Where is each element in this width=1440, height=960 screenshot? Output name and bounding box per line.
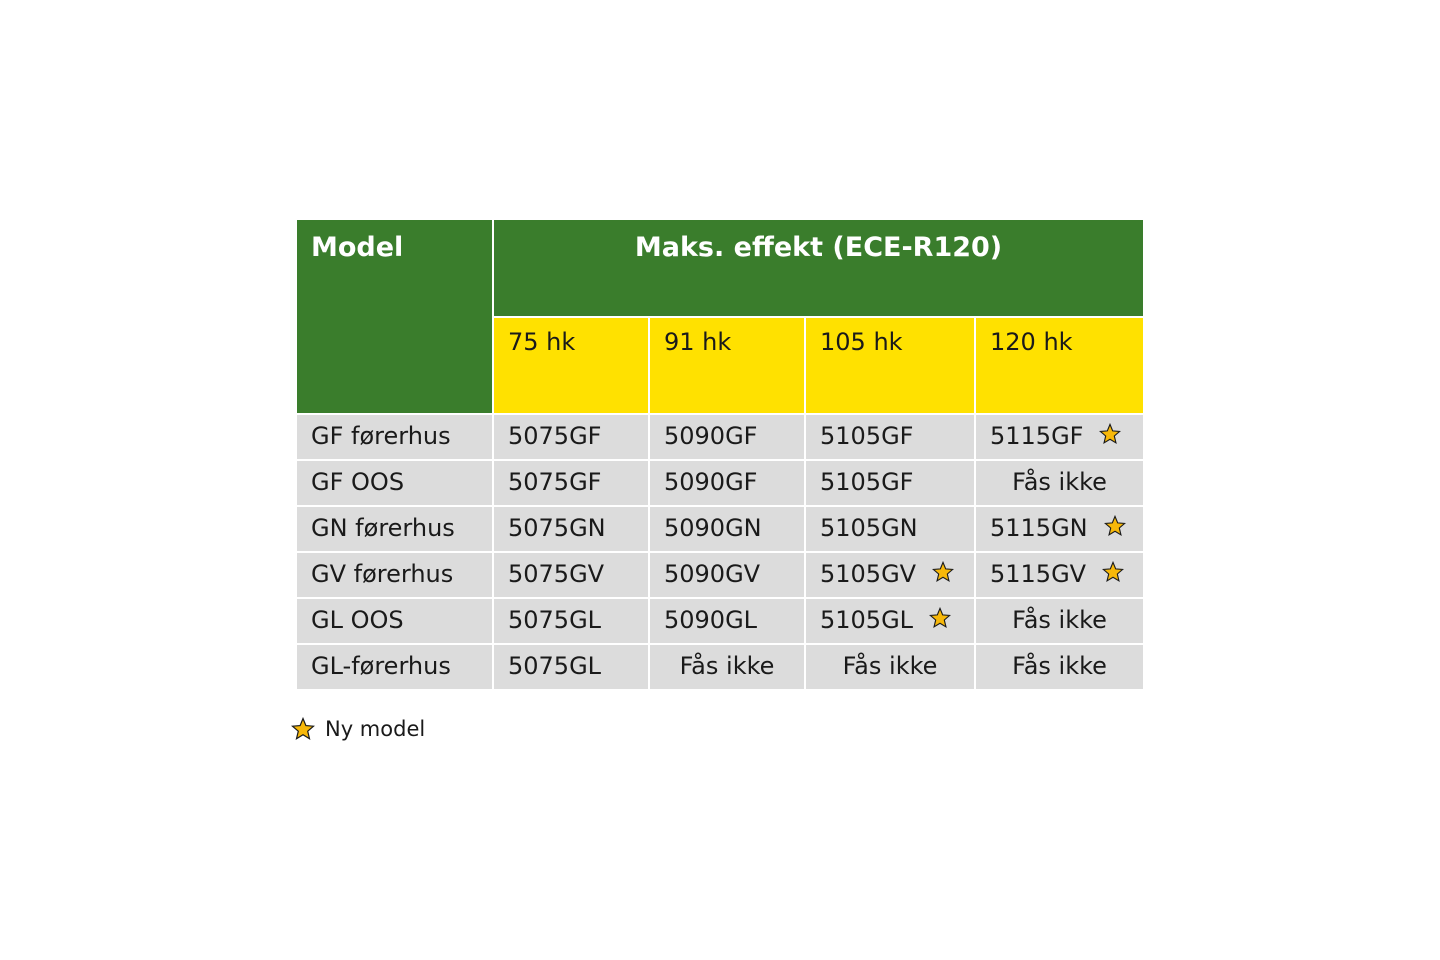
cell-text: 5075GL: [508, 652, 602, 680]
cell-text: Fås ikke: [679, 652, 775, 680]
cell-text: Fås ikke: [1012, 652, 1107, 680]
cell-text: 5105GF: [820, 422, 914, 450]
cell-model-code: 5105GF: [804, 413, 976, 461]
cell-text: 5075GF: [508, 468, 602, 496]
cell-model-code: 5075GF: [492, 413, 650, 461]
row-model-name: GF førerhus: [295, 413, 494, 461]
cell-model-code: 5105GL: [804, 597, 976, 645]
cell-model-code: 5105GN: [804, 505, 976, 553]
row-model-name: GL-førerhus: [295, 643, 494, 691]
star-icon: [1099, 423, 1122, 445]
cell-model-code: 5090GF: [648, 459, 806, 507]
cell-text: 5105GL: [820, 606, 914, 634]
cell-text: 5090GL: [664, 606, 758, 634]
cell-text: Fås ikke: [842, 652, 938, 680]
header-max-effect: Maks. effekt (ECE-R120): [491, 218, 1146, 318]
row-model-name: GL OOS: [295, 597, 494, 645]
cell-text: Fås ikke: [1012, 468, 1107, 496]
cell-text: Fås ikke: [1012, 606, 1107, 634]
cell-model-code: 5075GL: [492, 643, 650, 691]
star-icon: [1102, 561, 1125, 583]
cell-text: 5075GN: [508, 514, 606, 542]
table-row: GN førerhus 5075GN 5090GN 5105GN 5115GN: [295, 505, 1146, 553]
star-icon: [929, 607, 952, 629]
header-120hk: 120 hk: [973, 316, 1146, 415]
table-row: GF førerhus 5075GF 5090GF 5105GF 5115GF: [295, 413, 1146, 461]
cell-text: 5105GN: [820, 514, 918, 542]
row-model-name: GN førerhus: [295, 505, 494, 553]
cell-not-available: Fås ikke: [973, 597, 1146, 645]
cell-text: 5105GV: [820, 560, 917, 588]
model-table: Model Maks. effekt (ECE-R120) 75 hk 91 h…: [295, 218, 1146, 691]
row-model-name: GF OOS: [295, 459, 494, 507]
cell-text: 5075GF: [508, 422, 602, 450]
cell-text: 5090GF: [664, 422, 758, 450]
table-row: GL-førerhus 5075GL Fås ikke Fås ikke Fås ikk…: [295, 643, 1146, 691]
cell-model-code: 5115GV: [973, 551, 1146, 599]
cell-text: 5115GV: [990, 560, 1087, 588]
star-icon: [291, 717, 315, 740]
header-105hk: 105 hk: [804, 316, 976, 415]
model-table-container: Model Maks. effekt (ECE-R120) 75 hk 91 h…: [295, 218, 1146, 691]
table-row: GF OOS 5075GF 5090GF 5105GF Fås ikke: [295, 459, 1146, 507]
cell-model-code: 5090GF: [648, 413, 806, 461]
cell-not-available: Fås ikke: [648, 643, 806, 691]
cell-not-available: Fås ikke: [804, 643, 976, 691]
cell-model-code: 5090GV: [648, 551, 806, 599]
row-model-name: GV førerhus: [295, 551, 494, 599]
cell-text: 5090GN: [664, 514, 762, 542]
cell-text: 5105GF: [820, 468, 914, 496]
header-91hk: 91 hk: [648, 316, 806, 415]
cell-text: 5090GV: [664, 560, 761, 588]
cell-model-code: 5105GV: [804, 551, 976, 599]
cell-model-code: 5075GL: [492, 597, 650, 645]
cell-model-code: 5075GN: [492, 505, 650, 553]
cell-text: 5090GF: [664, 468, 758, 496]
cell-text: 5115GF: [990, 422, 1084, 450]
cell-model-code: 5090GL: [648, 597, 806, 645]
star-icon: [1103, 515, 1126, 537]
cell-model-code: 5075GV: [492, 551, 650, 599]
cell-model-code: 5090GN: [648, 505, 806, 553]
table-row: GV førerhus 5075GV 5090GV 5105GV 5115GV: [295, 551, 1146, 599]
cell-not-available: Fås ikke: [973, 643, 1146, 691]
cell-model-code: 5115GF: [973, 413, 1146, 461]
cell-text: 5075GL: [508, 606, 602, 634]
cell-text: 5115GN: [990, 514, 1088, 542]
header-75hk: 75 hk: [492, 316, 650, 415]
legend: Ny model: [291, 714, 425, 744]
header-model: Model: [295, 218, 494, 415]
star-icon: [932, 561, 955, 583]
table-row: GL OOS 5075GL 5090GL 5105GL Fås ikke: [295, 597, 1146, 645]
cell-model-code: 5105GF: [804, 459, 976, 507]
cell-model-code: 5075GF: [492, 459, 650, 507]
cell-model-code: 5115GN: [973, 505, 1146, 553]
cell-not-available: Fås ikke: [973, 459, 1146, 507]
cell-text: 5075GV: [508, 560, 605, 588]
table-body: GF førerhus 5075GF 5090GF 5105GF 5115GF GF OO…: [295, 413, 1146, 691]
legend-label: Ny model: [325, 717, 426, 741]
